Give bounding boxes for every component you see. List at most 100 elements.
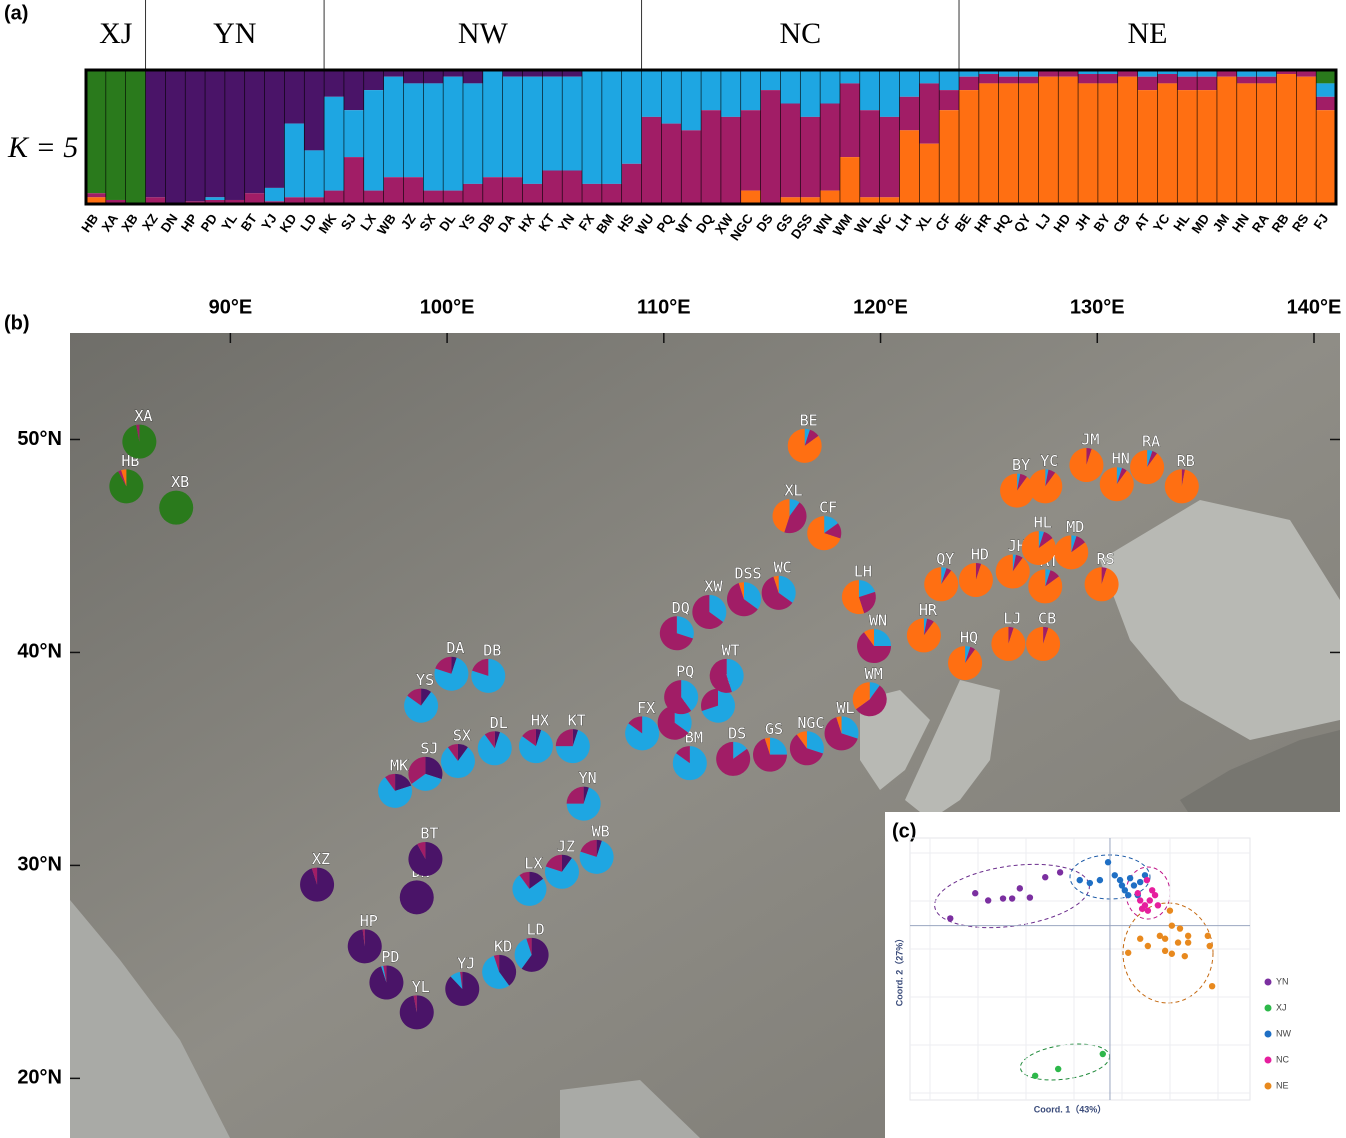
- population-label: HB: [78, 211, 101, 235]
- pie: [348, 929, 382, 963]
- population-label: DL: [436, 211, 458, 234]
- map-label: SJ: [420, 739, 438, 757]
- map-label: MK: [390, 756, 408, 774]
- map-label: WT: [722, 641, 740, 659]
- ancestry-segment: [602, 184, 622, 204]
- ancestry-segment: [344, 157, 364, 204]
- map-label: YJ: [457, 954, 475, 972]
- ancestry-segment: [919, 83, 939, 143]
- ancestry-segment: [1138, 90, 1158, 204]
- ancestry-segment: [582, 70, 602, 184]
- ancestry-segment: [1316, 110, 1336, 204]
- group-label: NC: [779, 17, 821, 50]
- ancestry-segment: [939, 90, 959, 110]
- pie: [478, 731, 512, 765]
- ancestry-segment: [463, 184, 483, 204]
- pie: [122, 425, 156, 459]
- pie: [790, 731, 824, 765]
- population-label: BT: [238, 211, 260, 234]
- point: [1000, 895, 1006, 901]
- population-label: JH: [1071, 211, 1093, 233]
- ancestry-segment: [245, 70, 265, 193]
- map-label: FX: [637, 699, 655, 717]
- ancestry-segment: [860, 70, 880, 110]
- population-label: WL: [851, 211, 875, 236]
- point: [1131, 882, 1137, 888]
- ancestry-segment: [284, 124, 304, 198]
- population-label: FJ: [1310, 211, 1331, 232]
- y-tick-label: 40°N: [17, 641, 62, 663]
- ancestry-segment: [443, 191, 463, 204]
- pie: [445, 972, 479, 1006]
- group-label: YN: [213, 17, 256, 50]
- population-label: KT: [535, 211, 557, 234]
- population-label: YC: [1150, 211, 1173, 235]
- map-label: WN: [869, 612, 887, 630]
- population-label: YL: [218, 211, 240, 233]
- map-label: HL: [1034, 514, 1052, 532]
- ancestry-segment: [265, 188, 285, 201]
- pie-slice: [948, 646, 982, 680]
- ancestry-segment: [820, 70, 840, 104]
- pie: [710, 659, 744, 693]
- population-label: KD: [277, 211, 300, 235]
- map-label: DS: [728, 724, 746, 742]
- pie: [1069, 448, 1103, 482]
- map-label: KT: [568, 712, 586, 730]
- ancestry-segment: [562, 77, 582, 171]
- ancestry-segment: [265, 70, 285, 188]
- ancestry-segment: [661, 70, 681, 124]
- population-label: JZ: [398, 211, 419, 232]
- point: [1125, 892, 1131, 898]
- ancestry-segment: [523, 184, 543, 204]
- pie: [1100, 467, 1134, 501]
- point: [1185, 933, 1191, 939]
- pie: [400, 880, 434, 914]
- structure-plot: HBXAXBXJXZDNHPPDYLBTYJKDLDYNMKSJLXWBJZSX…: [78, 0, 1336, 243]
- ancestry-segment: [304, 70, 324, 150]
- y-tick-label: 30°N: [17, 854, 62, 876]
- ancestry-segment: [1157, 83, 1177, 204]
- ancestry-segment: [205, 70, 225, 197]
- point: [1100, 1051, 1106, 1057]
- pie: [567, 787, 601, 821]
- map-label: YC: [1040, 452, 1058, 470]
- legend-marker: [1265, 979, 1272, 986]
- ancestry-segment: [463, 83, 483, 183]
- ancestry-segment: [999, 83, 1019, 204]
- ancestry-segment: [384, 77, 404, 178]
- ancestry-segment: [503, 77, 523, 178]
- pie: [404, 689, 438, 723]
- population-label: HX: [515, 211, 538, 235]
- pie: [907, 618, 941, 652]
- ancestry-segment: [1157, 74, 1177, 83]
- point: [1147, 897, 1153, 903]
- map-label: YN: [579, 769, 597, 787]
- population-label: DB: [475, 211, 498, 235]
- ancestry-segment: [642, 117, 662, 204]
- map-label: PQ: [676, 663, 694, 681]
- ancestry-segment: [761, 70, 781, 90]
- point: [1182, 953, 1188, 959]
- map-label: HX: [531, 712, 549, 730]
- population-label: FX: [575, 211, 597, 233]
- pie: [692, 595, 726, 629]
- point: [1105, 859, 1111, 865]
- ancestry-segment: [681, 70, 701, 130]
- population-label: WC: [870, 211, 895, 238]
- ancestry-segment: [1197, 90, 1217, 204]
- map-label: WB: [592, 822, 610, 840]
- point: [1042, 874, 1048, 880]
- ancestry-segment: [403, 177, 423, 204]
- ancestry-segment: [86, 193, 106, 197]
- ancestry-segment: [1296, 77, 1316, 204]
- ancestry-segment: [1058, 77, 1078, 204]
- population-label: WT: [673, 211, 697, 236]
- map-label: BT: [420, 825, 438, 843]
- pie-slice: [996, 555, 1030, 589]
- population-label: HQ: [990, 211, 1013, 236]
- pcoa-panel: (c) Coord. 1（43%）Coord. 2（27%）YNXJNWNCNE: [885, 812, 1346, 1138]
- population-label: BM: [593, 211, 617, 236]
- point: [1167, 907, 1173, 913]
- x-axis-label: Coord. 1（43%）: [1034, 1104, 1107, 1114]
